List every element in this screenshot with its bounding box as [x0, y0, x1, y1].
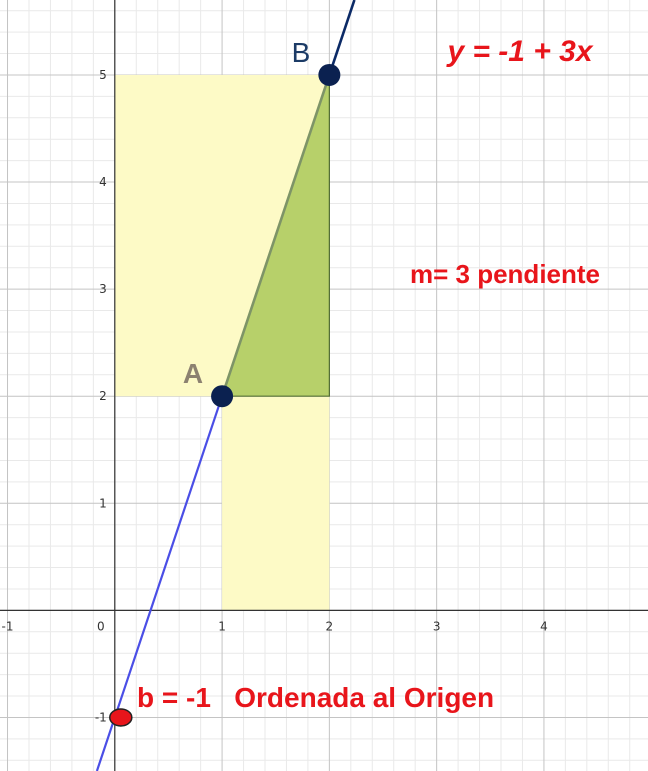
slope-label: m= 3 pendiente — [410, 259, 600, 289]
x-tick-label: 1 — [218, 619, 226, 633]
run-region — [222, 396, 330, 611]
y-tick-label: 1 — [99, 496, 107, 510]
y-tick-label: 5 — [99, 68, 107, 82]
points: AB — [109, 37, 341, 727]
line-upper-segment — [328, 0, 356, 76]
y-tick-label: 4 — [99, 175, 107, 189]
x-tick-label: 4 — [540, 619, 548, 633]
x-tick-label: -1 — [2, 619, 14, 633]
slope-triangle-legs — [222, 74, 330, 397]
annotations: y = -1 + 3x m= 3 pendiente b = -1 Ordena… — [137, 35, 600, 713]
x-tick-label: 2 — [326, 619, 334, 633]
point-a-label: A — [183, 358, 203, 389]
intercept-point — [109, 708, 133, 727]
x-tick-label: 3 — [433, 619, 441, 633]
point-a — [211, 385, 234, 408]
y-tick-label: -1 — [95, 710, 107, 724]
y-tick-label: 3 — [99, 282, 107, 296]
y-tick-label: 2 — [99, 389, 107, 403]
intercept-label: b = -1 Ordenada al Origen — [137, 682, 494, 713]
shaded-regions — [114, 74, 330, 611]
point-b-label: B — [292, 37, 311, 68]
point-b — [318, 63, 341, 86]
tick-labels: -1 0 1 2 3 4 -1 1 2 3 4 5 — [2, 68, 548, 724]
equation-label: y = -1 + 3x — [445, 35, 593, 68]
line-segment-ab — [220, 74, 331, 397]
x-tick-label: 0 — [97, 619, 105, 633]
